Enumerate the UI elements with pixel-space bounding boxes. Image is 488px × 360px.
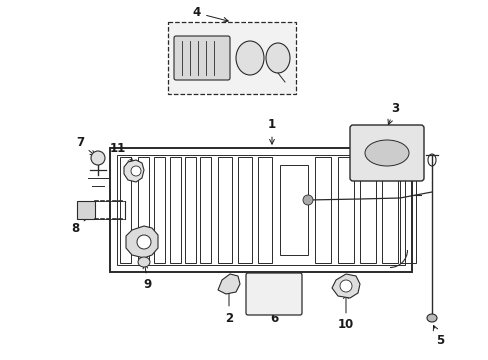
- FancyBboxPatch shape: [77, 201, 95, 219]
- Polygon shape: [331, 274, 359, 298]
- Polygon shape: [124, 160, 143, 182]
- Polygon shape: [218, 274, 240, 294]
- Ellipse shape: [265, 43, 289, 73]
- Text: 10: 10: [337, 294, 353, 332]
- Text: 5: 5: [432, 325, 443, 346]
- Text: 3: 3: [387, 102, 398, 125]
- Text: 7: 7: [76, 136, 95, 156]
- Ellipse shape: [426, 314, 436, 322]
- FancyBboxPatch shape: [245, 273, 302, 315]
- Text: 4: 4: [192, 6, 228, 22]
- FancyBboxPatch shape: [168, 22, 295, 94]
- FancyBboxPatch shape: [174, 36, 229, 80]
- Text: 8: 8: [71, 212, 95, 234]
- Polygon shape: [126, 226, 158, 258]
- Text: 1: 1: [267, 118, 276, 144]
- Circle shape: [303, 195, 312, 205]
- FancyBboxPatch shape: [349, 125, 423, 181]
- Text: 6: 6: [269, 279, 278, 324]
- Ellipse shape: [364, 140, 408, 166]
- Ellipse shape: [138, 257, 150, 267]
- Text: 2: 2: [224, 288, 233, 324]
- Circle shape: [131, 166, 141, 176]
- Circle shape: [91, 151, 105, 165]
- Circle shape: [137, 235, 151, 249]
- Text: 11: 11: [110, 141, 133, 162]
- Text: 9: 9: [142, 264, 152, 292]
- Ellipse shape: [236, 41, 264, 75]
- Circle shape: [339, 280, 351, 292]
